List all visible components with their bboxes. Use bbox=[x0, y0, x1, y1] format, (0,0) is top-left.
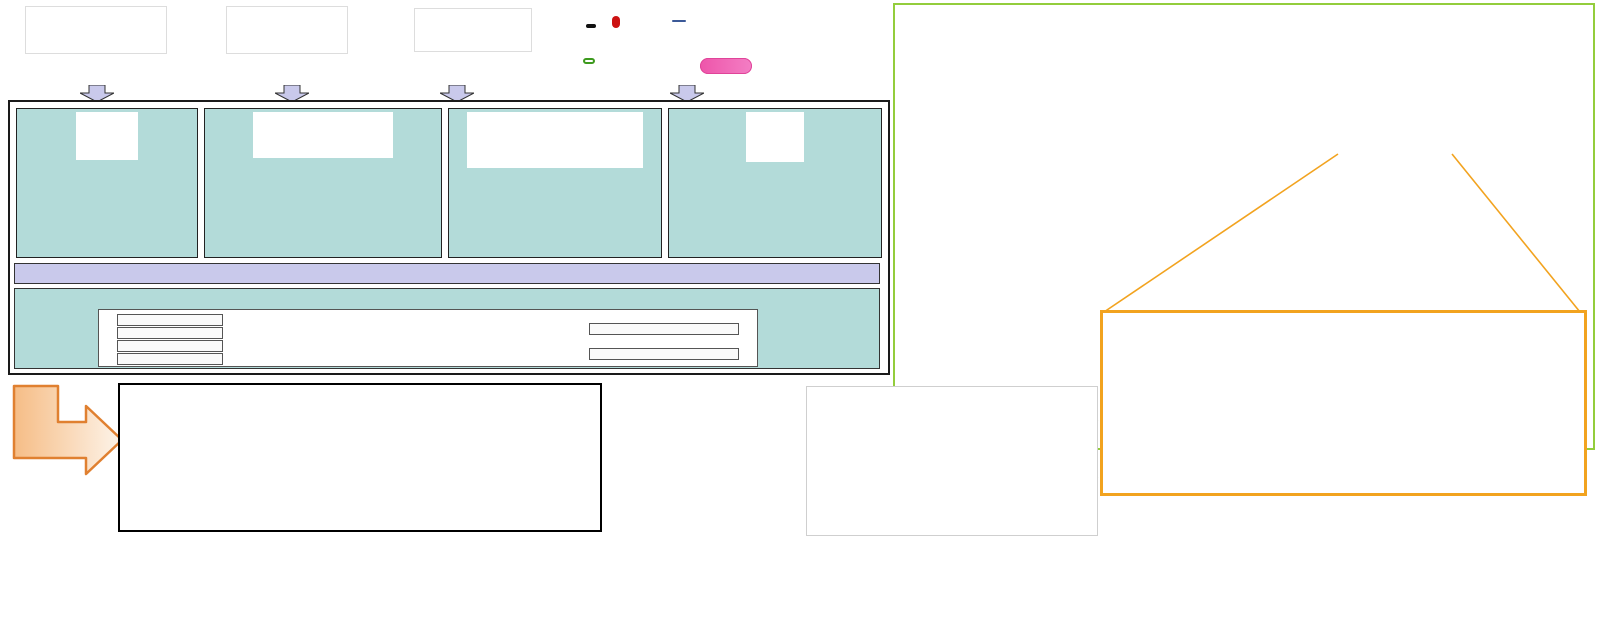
network-zoom-box bbox=[1100, 310, 1587, 496]
architecture-box bbox=[8, 100, 890, 375]
down-arrow-icon bbox=[80, 85, 114, 102]
social-media-model-box bbox=[448, 108, 662, 258]
temporal-patterns-box bbox=[204, 108, 442, 258]
macro-trends-thumbnail bbox=[226, 6, 348, 54]
job-split-3 bbox=[117, 340, 223, 352]
youtube-logo bbox=[612, 12, 620, 30]
mega-trends-thumbnail bbox=[25, 6, 167, 54]
timeseries-thumbnails bbox=[253, 112, 393, 158]
job-split-1 bbox=[117, 314, 223, 326]
down-arrow-icon bbox=[440, 85, 474, 102]
beauty-community-logo bbox=[700, 58, 752, 74]
ml-platform-box bbox=[14, 288, 880, 369]
job-split-4 bbox=[117, 353, 223, 365]
prediction-result-2 bbox=[589, 348, 739, 360]
user-model-box bbox=[668, 108, 882, 258]
youtube-logo-tube bbox=[612, 16, 620, 28]
product-model-box bbox=[16, 108, 198, 258]
leading-chart-frame bbox=[806, 386, 1098, 536]
micro-trends-thumbnail bbox=[414, 8, 532, 52]
down-arrow-icon bbox=[275, 85, 309, 102]
mobile01-logo bbox=[583, 58, 595, 64]
ml-pipeline-diagram bbox=[98, 309, 758, 367]
social-callout-lines bbox=[738, 10, 794, 74]
ptt-logo bbox=[586, 24, 596, 28]
heterogeneous-prediction-bar bbox=[14, 263, 880, 284]
social-graph-thumbnail bbox=[467, 112, 643, 168]
dtw-figure bbox=[916, 6, 1251, 231]
forecast-chart-frame bbox=[118, 383, 602, 532]
social-network-mini-graph bbox=[600, 22, 715, 77]
orange-elbow-arrow-icon bbox=[12, 384, 124, 476]
prediction-result-1 bbox=[589, 323, 739, 335]
radar-chart-thumbnail bbox=[76, 112, 138, 160]
facebook-logo bbox=[672, 20, 686, 22]
user-burst-thumbnail bbox=[746, 112, 804, 162]
job-split-2 bbox=[117, 327, 223, 339]
down-arrow-icon bbox=[670, 85, 704, 102]
latent-factor-network bbox=[1235, 5, 1595, 260]
